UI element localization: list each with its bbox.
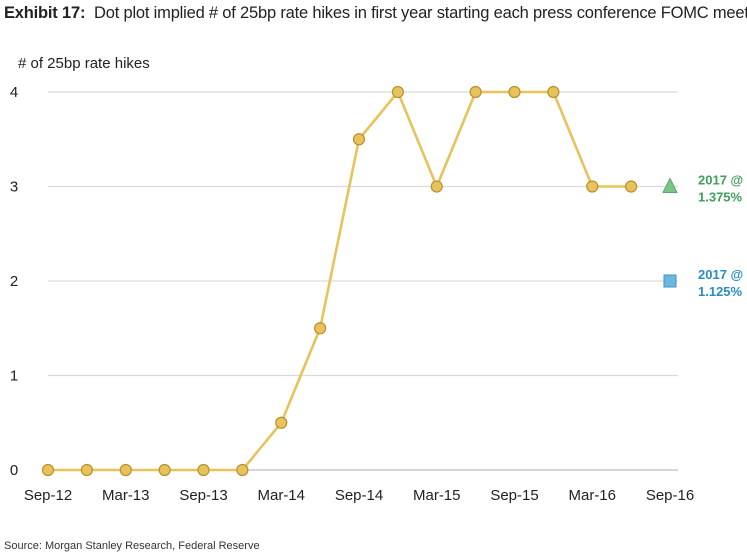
- data-point: [197, 463, 210, 477]
- x-tick-labels: Sep-12 Mar-13 Sep-13 Mar-14 Sep-14 Mar-15 Sep-…: [24, 487, 694, 504]
- data-point: [352, 133, 366, 146]
- x-tick-label: Mar-16: [568, 487, 616, 504]
- annotation-label: 2017 @: [698, 173, 743, 188]
- data-point: [80, 463, 93, 477]
- chart-title: Exhibit 17: Dot plot implied # of 25bp r…: [4, 4, 747, 23]
- y-axis-label: # of 25bp rate hikes: [18, 55, 150, 72]
- series-line: [48, 90, 632, 472]
- data-point: [158, 463, 171, 477]
- series: [41, 85, 638, 477]
- data-point: [119, 463, 132, 477]
- y-tick-label: 2: [10, 273, 18, 290]
- annotation-value: 1.375%: [698, 190, 743, 205]
- data-point: [586, 180, 599, 193]
- data-point: [547, 85, 560, 99]
- x-tick-label: Sep-16: [646, 487, 694, 504]
- triangle-marker: [662, 177, 678, 193]
- annotation-value: 1.125%: [698, 284, 743, 299]
- data-point: [430, 180, 443, 193]
- data-point: [275, 416, 288, 429]
- data-point: [314, 322, 327, 335]
- data-point: [469, 85, 482, 99]
- y-tick-label: 3: [10, 179, 18, 196]
- data-point: [625, 180, 638, 193]
- x-tick-label: Mar-14: [257, 487, 305, 504]
- x-tick-label: Sep-15: [490, 487, 538, 504]
- x-tick-label: Sep-13: [179, 487, 227, 504]
- exhibit-label: Exhibit 17:: [4, 4, 86, 22]
- x-tick-label: Sep-14: [335, 487, 383, 504]
- y-tick-label: 1: [10, 368, 18, 385]
- data-point: [508, 85, 521, 99]
- annotation-label: 2017 @: [698, 267, 743, 282]
- data-point: [236, 463, 249, 477]
- data-point: [391, 85, 404, 99]
- exhibit-title: Dot plot implied # of 25bp rate hikes in…: [94, 4, 747, 22]
- y-tick-label: 0: [10, 462, 18, 479]
- x-tick-label: Sep-12: [24, 487, 72, 504]
- x-tick-label: Mar-15: [413, 487, 461, 504]
- data-point: [41, 463, 55, 477]
- source-note: Source: Morgan Stanley Research, Federal…: [4, 540, 260, 552]
- square-marker: [663, 274, 677, 288]
- extra-markers: 2017 @ 1.375% 2017 @ 1.125%: [662, 173, 743, 299]
- y-tick-label: 4: [10, 84, 18, 101]
- x-tick-label: Mar-13: [102, 487, 150, 504]
- grid-lines: [48, 91, 678, 471]
- y-tick-labels: 0 1 2 3 4: [10, 84, 18, 479]
